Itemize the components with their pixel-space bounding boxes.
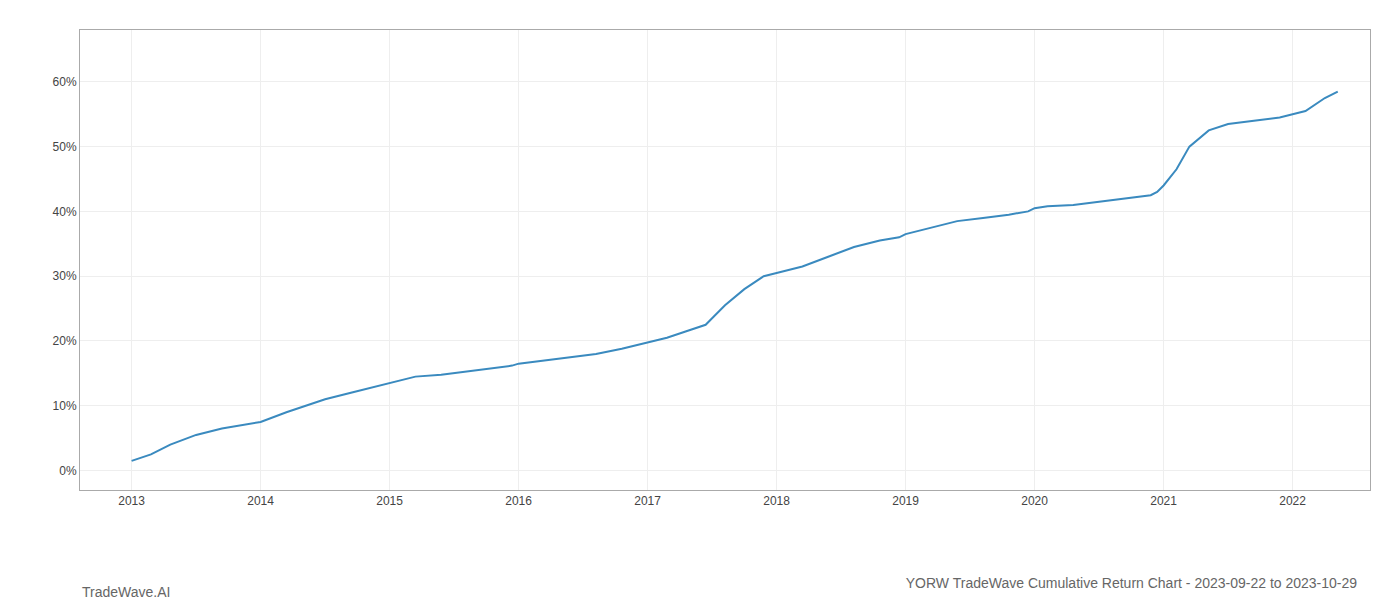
svg-text:10%: 10% (53, 399, 77, 413)
svg-text:20%: 20% (53, 334, 77, 348)
svg-text:30%: 30% (53, 269, 77, 283)
svg-text:TradeWave.AI: TradeWave.AI (82, 584, 170, 600)
svg-text:50%: 50% (53, 140, 77, 154)
svg-text:2016: 2016 (505, 494, 532, 508)
svg-text:2019: 2019 (892, 494, 919, 508)
svg-text:2018: 2018 (763, 494, 790, 508)
svg-text:2021: 2021 (1150, 494, 1177, 508)
svg-text:2013: 2013 (118, 494, 145, 508)
svg-text:YORW TradeWave Cumulative Retu: YORW TradeWave Cumulative Return Chart -… (906, 575, 1358, 591)
svg-text:60%: 60% (53, 75, 77, 89)
svg-text:40%: 40% (53, 205, 77, 219)
svg-text:2022: 2022 (1279, 494, 1306, 508)
svg-text:2014: 2014 (247, 494, 274, 508)
svg-text:2020: 2020 (1021, 494, 1048, 508)
svg-text:2015: 2015 (376, 494, 403, 508)
svg-text:2017: 2017 (634, 494, 661, 508)
svg-text:0%: 0% (59, 464, 77, 478)
